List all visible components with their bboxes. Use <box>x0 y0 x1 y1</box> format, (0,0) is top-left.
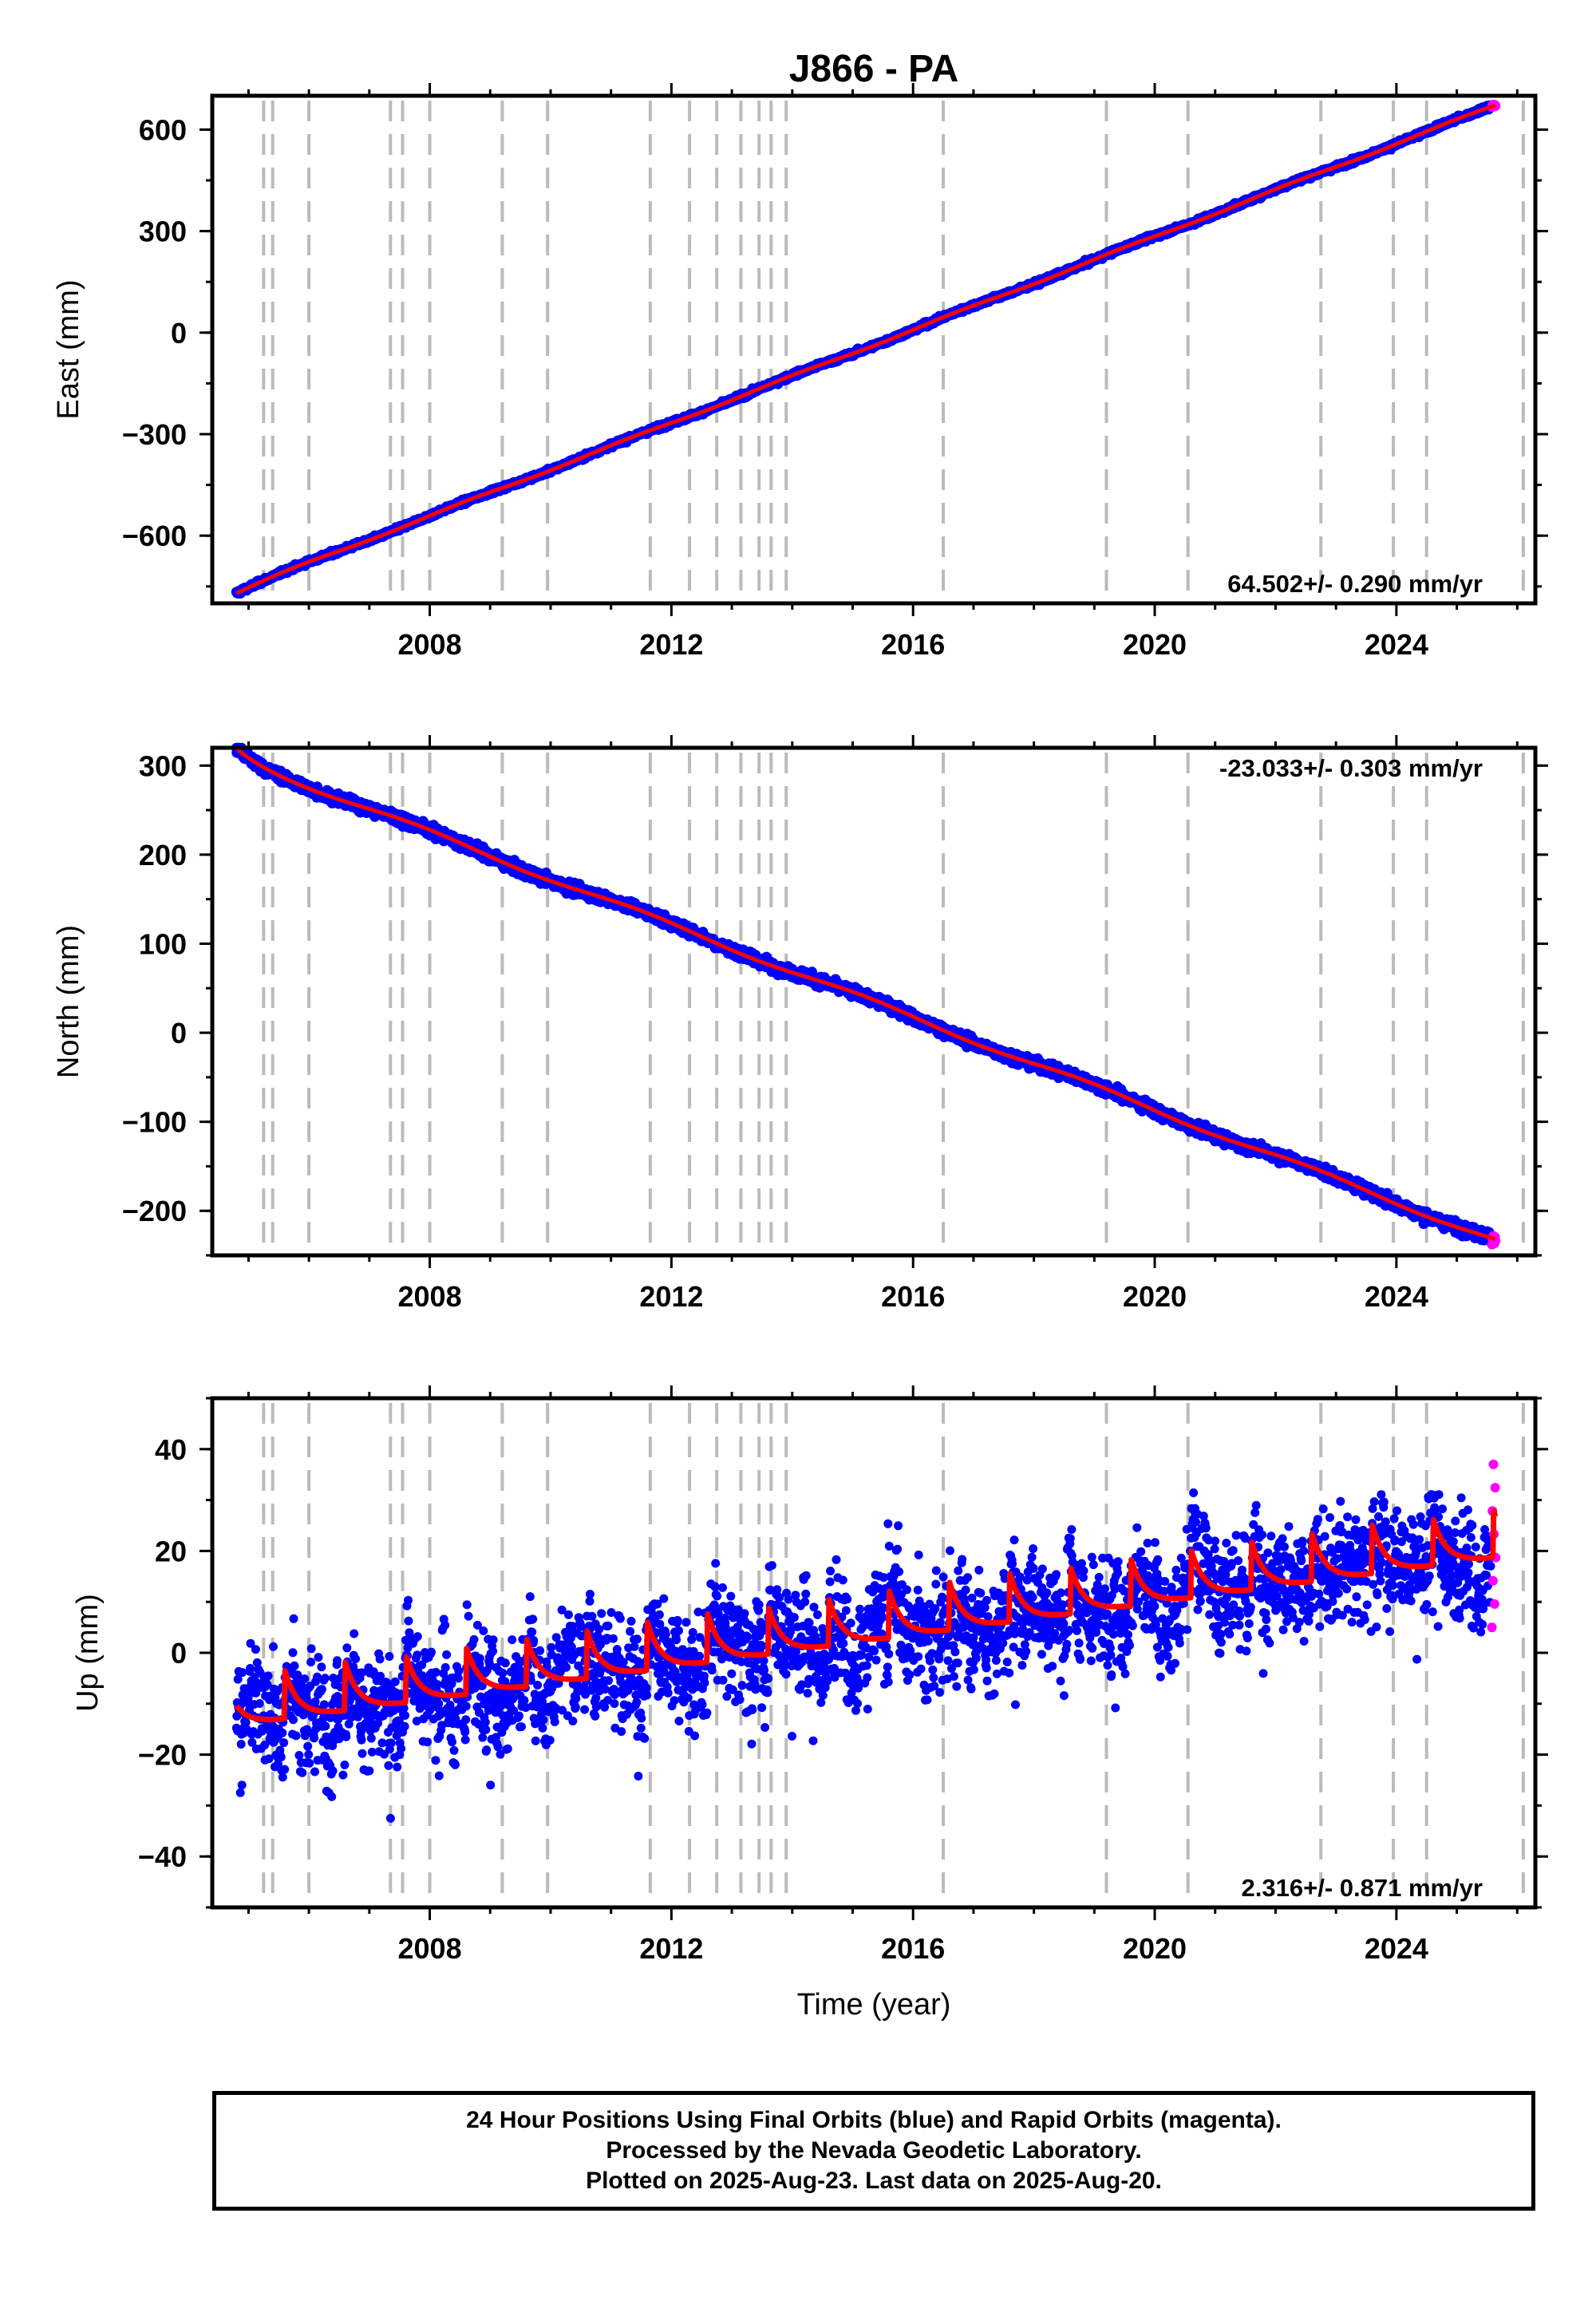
east-xtick-label: 2016 <box>881 628 945 661</box>
east-ytick-label: −300 <box>122 418 187 451</box>
east-xtick-label: 2020 <box>1123 628 1187 661</box>
east-rate-label: 64.502+/- 0.290 mm/yr <box>1227 570 1483 598</box>
east-ytick-label: 0 <box>171 317 187 350</box>
chart-title: J866 - PA <box>789 48 959 90</box>
east-ytick-label: 600 <box>139 113 187 146</box>
east-ytick-label: −600 <box>122 520 187 552</box>
east-panel: 2008 2012 2016 2020 2024 600 300 0 −300 −600 East… <box>52 83 1548 661</box>
east-ytick-label: 300 <box>139 215 187 248</box>
east-xtick-label: 2008 <box>398 628 462 661</box>
east-ylabel: East (mm) <box>52 279 85 419</box>
east-xtick-label: 2012 <box>639 628 703 661</box>
east-xtick-label: 2024 <box>1365 628 1428 661</box>
